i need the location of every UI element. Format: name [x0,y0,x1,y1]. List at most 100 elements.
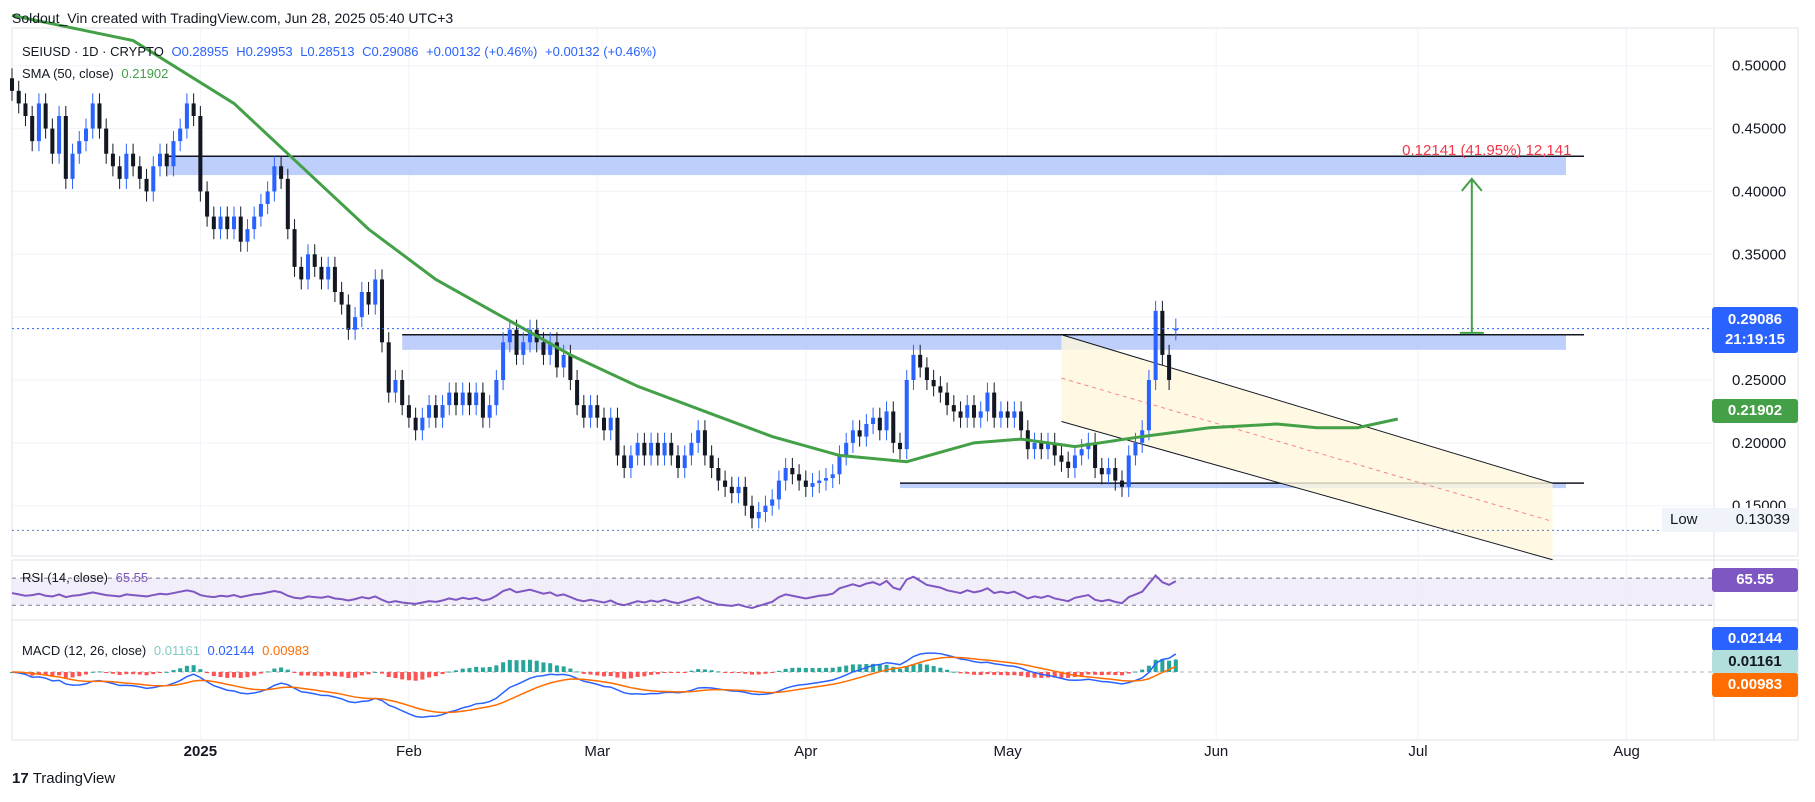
macd-histogram-bar [339,672,344,677]
candle-body [420,417,425,431]
macd-histogram-bar [1079,672,1084,676]
macd-legend-hist: 0.01161 [153,643,200,658]
macd-histogram-bar [770,672,775,673]
macd-histogram-bar [171,670,176,672]
candle-body [1153,310,1158,380]
macd-histogram-bar [1025,672,1030,678]
candle-body [797,474,802,481]
macd-histogram-bar [971,672,977,675]
candle-body [1099,468,1104,475]
macd-histogram-bar [871,663,876,672]
candle-body [958,411,963,418]
candle-body [884,411,889,431]
candle-body [911,354,916,380]
change-pct: +0.00132 (+0.46%) [545,44,657,59]
candle-body [971,405,977,418]
signal-line [11,656,1177,714]
macd-histogram-bar [622,672,627,679]
channel-midline [1061,377,1553,522]
macd-histogram-bar [346,672,351,678]
measure-label: 0.12141 (41.95%) 12,141 [1402,142,1571,159]
x-tick-label: Mar [584,743,610,760]
macd-histogram-bar [931,666,936,672]
macd-histogram-bar [440,672,445,675]
candle-body [951,405,956,412]
macd-histogram-bar [258,672,263,674]
candle-body [1072,455,1077,468]
macd-histogram-bar [420,672,425,680]
candle-body [400,380,405,406]
macd-histogram-bar [1167,660,1172,672]
macd-histogram-bar [992,672,997,675]
macd-histogram-bar [615,672,620,678]
candle-body [736,486,741,494]
macd-histogram-bar [736,672,741,673]
candle-body [649,442,654,456]
rsi-value: 65.55 [115,570,149,585]
macd-histogram-bar [144,672,149,676]
macd-histogram-bar [642,672,647,677]
macd-histogram-bar [386,672,391,678]
macd-histogram-bar [756,672,761,675]
candle-body [918,354,923,368]
candle-body [480,392,485,418]
candle-body [904,380,909,450]
candle-body [1119,480,1125,487]
candle-body [938,386,943,393]
candle-body [272,166,277,192]
candle-body [279,166,284,179]
tradingview-logo-icon: 17 [12,770,29,787]
macd-legend[interactable]: MACD (12, 26, close) 0.01161 0.02144 0.0… [22,643,313,658]
candle-body [43,103,48,129]
candle-body [978,411,983,418]
macd-histogram-bar [1119,672,1125,676]
macd-histogram-bar [460,668,465,672]
candle-body [669,442,674,456]
macd-histogram-bar [36,672,41,675]
macd-histogram-bar [817,667,822,672]
candle-body [702,430,707,456]
channel-line [1061,421,1553,561]
candle-body [494,380,499,406]
candle-body [164,153,169,167]
candle-body [252,216,257,230]
tradingview-brand[interactable]: 17 TradingView [12,770,115,787]
candle-body [601,417,607,431]
candle-body [319,266,324,280]
candle-body [440,405,445,418]
candle-body [1167,354,1172,380]
symbol-legend[interactable]: SEIUSD · 1D · CRYPTO O0.28955 H0.29953 L… [22,44,660,59]
candle-body [16,90,21,104]
macd-histogram-bar [178,668,183,672]
macd-histogram-bar [541,662,546,672]
measure-arrowhead [1461,177,1483,192]
candle-body [548,342,553,355]
macd-histogram-bar [514,660,519,672]
candle-body [265,191,270,204]
ohlc-high: H0.29953 [236,44,293,59]
candle-body [1045,442,1051,450]
macd-histogram-bar [50,672,55,677]
macd-histogram-bar [548,663,553,672]
candle-body [635,442,640,456]
macd-histogram-bar [776,670,781,672]
macd-legend-signal: 0.00983 [262,643,310,658]
macd-histogram-bar [63,672,68,678]
x-tick-label: Feb [396,743,422,760]
rsi-line [11,573,1177,609]
candle-body [178,128,183,142]
rsi-legend[interactable]: RSI (14, close) 65.55 [22,570,152,585]
candle-body [30,116,35,142]
candle-body [292,229,297,267]
macd-histogram-bar [965,672,970,674]
candle-body [850,430,855,443]
macd-histogram-bar [285,669,290,672]
macd-histogram-bar [501,662,506,672]
candle-body [23,103,28,116]
sma-legend[interactable]: SMA (50, close) 0.21902 [22,66,172,81]
macd-histogram-bar [238,672,243,678]
candle-body [682,455,687,468]
low-marker: Low 0.13039 [1662,508,1798,532]
candle-body [891,411,896,443]
